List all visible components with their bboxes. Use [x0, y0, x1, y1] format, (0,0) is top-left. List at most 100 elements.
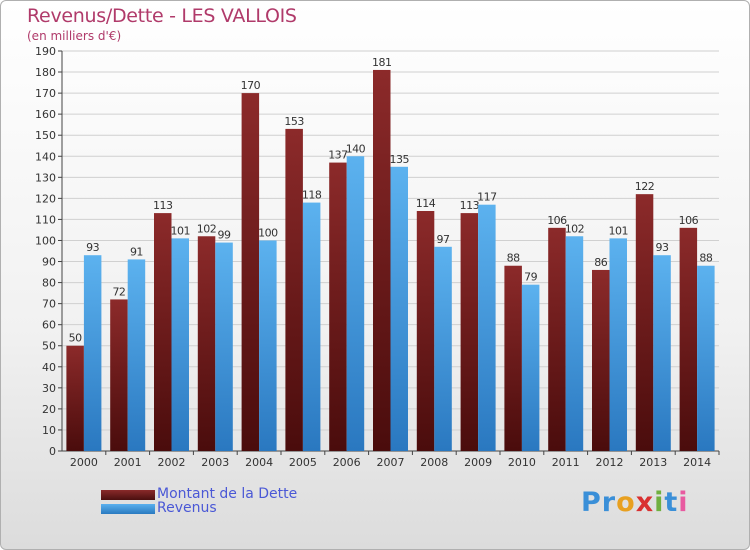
dette-bar [197, 236, 216, 451]
revenus-bar [215, 242, 233, 451]
y-tick-label: 60 [42, 319, 56, 332]
legend-swatch-revenus [101, 504, 155, 514]
revenus-bar [434, 246, 452, 451]
y-tick-label: 0 [49, 445, 56, 458]
dette-value-label: 50 [69, 332, 82, 345]
dette-bar [679, 227, 698, 451]
x-tick-label: 2002 [158, 456, 186, 469]
x-tick-label: 2005 [289, 456, 317, 469]
revenus-bar [653, 255, 671, 451]
revenus-bar [346, 156, 365, 451]
revenus-value-label: 93 [656, 241, 669, 254]
dette-value-label: 72 [112, 285, 125, 298]
logo-letter: P [581, 487, 602, 518]
dette-value-label: 113 [153, 199, 173, 212]
x-tick-label: 2000 [70, 456, 98, 469]
x-tick-label: 2009 [464, 456, 492, 469]
revenus-bar [565, 236, 584, 451]
legend-swatch-dette [101, 490, 155, 500]
revenus-value-label: 140 [346, 142, 366, 155]
x-tick-label: 2006 [333, 456, 361, 469]
x-tick-label: 2012 [596, 456, 624, 469]
dette-value-label: 153 [284, 115, 304, 128]
x-tick-label: 2010 [508, 456, 536, 469]
dette-bar [548, 227, 566, 451]
dette-value-label: 86 [594, 256, 607, 269]
legend-label-dette: Montant de la Dette [157, 486, 298, 502]
dette-bar [460, 213, 479, 451]
revenus-value-label: 99 [218, 229, 231, 242]
revenus-value-label: 97 [437, 233, 450, 246]
x-tick-label: 2013 [639, 456, 667, 469]
y-tick-label: 70 [42, 298, 56, 311]
logo-letter: i [678, 487, 689, 518]
logo-letter: t [664, 487, 679, 518]
revenus-bar [521, 284, 540, 451]
x-tick-label: 2007 [377, 456, 405, 469]
y-tick-label: 160 [35, 108, 56, 121]
revenus-value-label: 93 [86, 241, 99, 254]
logo-letter: x [635, 487, 655, 518]
dette-value-label: 113 [460, 199, 480, 212]
logo-letter: i [654, 487, 665, 518]
dette-value-label: 122 [635, 180, 655, 193]
x-tick-label: 2003 [201, 456, 229, 469]
revenus-value-label: 101 [171, 224, 191, 237]
dette-bar [285, 128, 303, 451]
revenus-value-label: 135 [390, 153, 410, 166]
logo-letter: r [601, 487, 617, 518]
x-tick-label: 2001 [114, 456, 142, 469]
dette-value-label: 102 [197, 222, 217, 235]
y-tick-label: 20 [42, 403, 56, 416]
dette-value-label: 137 [328, 149, 348, 162]
revenus-bar [171, 238, 189, 451]
y-tick-label: 90 [42, 256, 56, 269]
revenus-value-label: 118 [302, 189, 322, 202]
x-tick-label: 2004 [245, 456, 273, 469]
revenus-bar [259, 240, 277, 451]
y-tick-label: 100 [35, 234, 56, 247]
y-tick-label: 10 [42, 424, 56, 437]
y-tick-label: 120 [35, 192, 56, 205]
y-tick-label: 190 [35, 45, 56, 58]
legend-label-revenus: Revenus [157, 500, 217, 516]
y-tick-label: 30 [42, 382, 56, 395]
chart-subtitle: (en milliers d'€) [27, 29, 122, 43]
y-tick-label: 140 [35, 150, 56, 163]
revenus-value-label: 100 [258, 226, 278, 239]
y-tick-label: 80 [42, 277, 56, 290]
dette-value-label: 106 [547, 214, 567, 227]
revenus-value-label: 117 [477, 191, 497, 204]
y-tick-label: 130 [35, 171, 56, 184]
chart-title: Revenus/Dette - LES VALLOIS [27, 5, 297, 27]
y-tick-label: 170 [35, 87, 56, 100]
proxiti-logo: Proxiti [581, 487, 689, 518]
revenus-bar [302, 202, 321, 451]
logo-letter: o [616, 487, 636, 518]
revenus-bar [127, 259, 146, 451]
revenus-bar [478, 204, 496, 451]
dette-bar [154, 213, 172, 451]
dette-bar [373, 69, 391, 452]
revenus-bar [609, 238, 627, 451]
revenus-value-label: 101 [609, 224, 629, 237]
y-tick-label: 150 [35, 129, 56, 142]
y-tick-label: 50 [42, 340, 56, 353]
revenus-value-label: 88 [699, 252, 712, 265]
dette-value-label: 114 [416, 197, 436, 210]
revenus-value-label: 102 [565, 222, 585, 235]
y-tick-label: 40 [42, 361, 56, 374]
x-tick-label: 2008 [420, 456, 448, 469]
dette-bar [329, 162, 347, 451]
dette-value-label: 106 [679, 214, 699, 227]
y-tick-label: 110 [35, 213, 56, 226]
dette-bar [241, 93, 260, 452]
dette-value-label: 170 [241, 79, 261, 92]
dette-bar [416, 211, 435, 451]
dette-bar [66, 345, 84, 451]
revenus-value-label: 91 [130, 245, 143, 258]
y-tick-label: 180 [35, 66, 56, 79]
dette-bar [592, 269, 610, 451]
